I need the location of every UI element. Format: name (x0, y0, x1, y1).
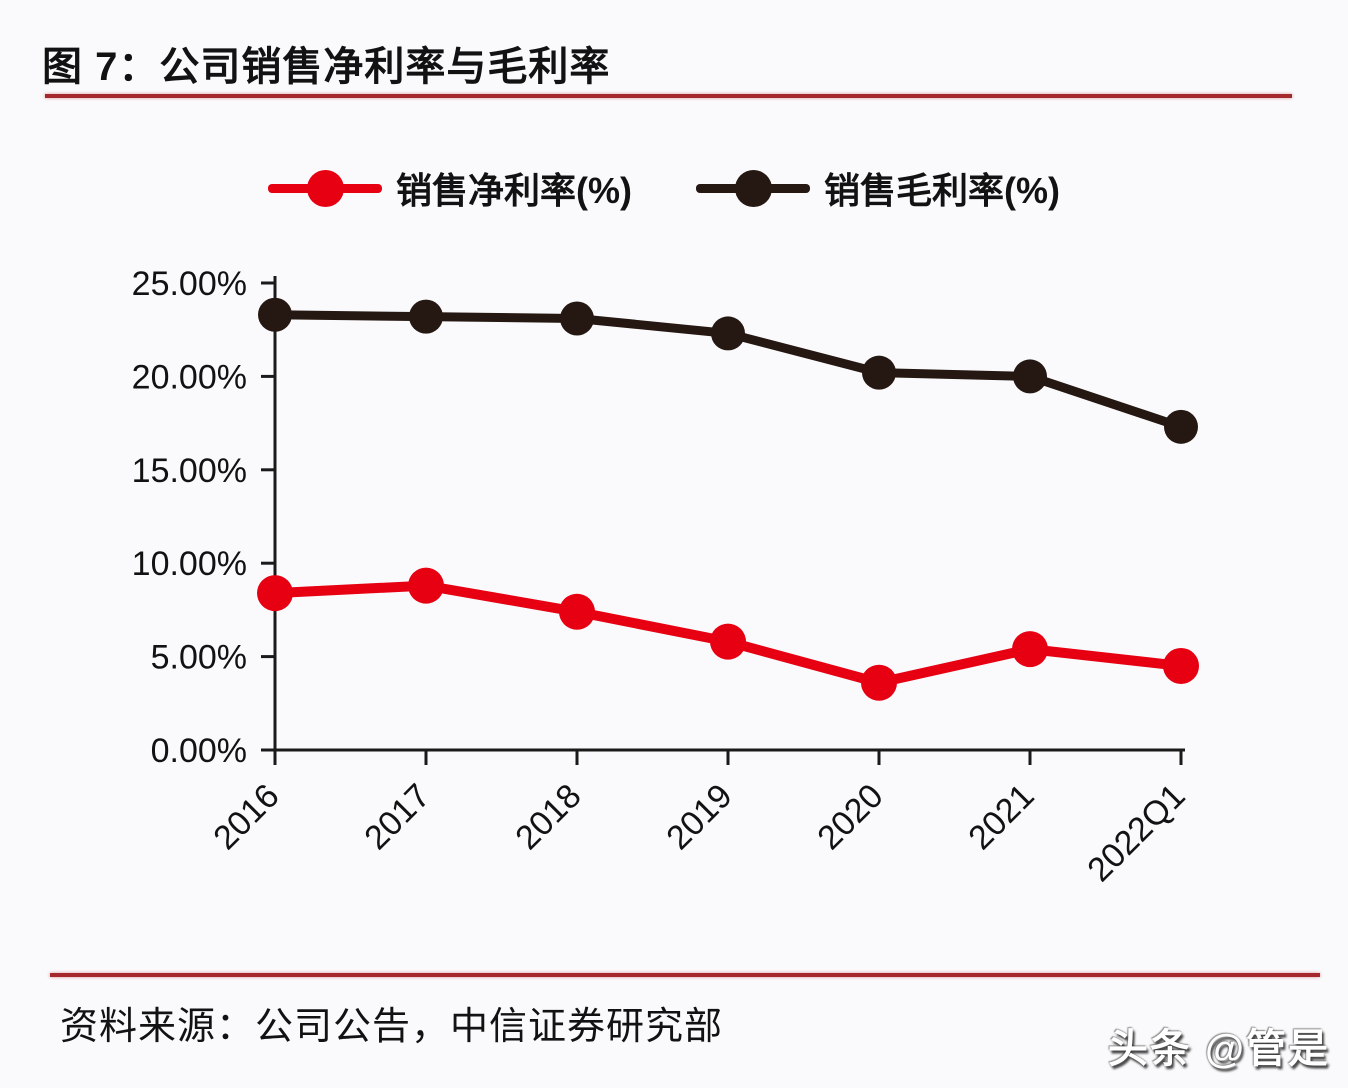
y-tick-label: 15.00% (132, 452, 247, 490)
watermark-text: 头条 @管是 (1107, 1027, 1330, 1071)
legend-item-gross-margin: 销售毛利率(%) (696, 162, 1060, 214)
gross-margin-point-2018 (560, 301, 594, 336)
net-margin-point-2019 (710, 623, 746, 660)
net-margin-point-2018 (559, 593, 595, 630)
legend-label-gross-margin: 销售毛利率(%) (824, 170, 1060, 211)
net-margin-point-2021 (1012, 631, 1048, 668)
net-margin-point-2020 (861, 664, 897, 701)
y-tick-label: 10.00% (132, 545, 247, 583)
gross-margin-point-2021 (1013, 359, 1047, 394)
source-attribution: 资料来源：公司公告，中信证券研究部 (60, 1006, 724, 1048)
y-tick-label: 25.00% (132, 265, 247, 303)
y-tick-label: 20.00% (132, 358, 247, 396)
y-tick-label: 0.00% (151, 732, 247, 770)
legend-dot-swatch (307, 170, 344, 207)
y-tick-label: 5.00% (151, 639, 247, 677)
x-tick-label: 2022Q1 (1080, 777, 1192, 889)
x-tick-label: 2017 (357, 777, 437, 857)
x-tick-label: 2019 (659, 777, 739, 857)
footer-divider-rule (50, 973, 1320, 977)
x-tick-label: 2016 (206, 777, 286, 857)
x-tick-label: 2021 (961, 777, 1041, 857)
figure-title: 图 7：公司销售净利率与毛利率 (42, 45, 611, 89)
net-margin-point-2017 (408, 567, 444, 604)
legend-dot-swatch (735, 170, 772, 207)
chart-legend: 销售净利率(%) 销售毛利率(%) (268, 162, 1060, 214)
x-tick-label: 2018 (508, 777, 588, 857)
legend-item-net-margin: 销售净利率(%) (268, 162, 632, 214)
net-margin-point-2016 (257, 575, 293, 612)
net-margin-legend-marker-icon (268, 169, 382, 207)
net-margin-point-2022Q1 (1163, 647, 1199, 684)
x-tick-label: 2020 (810, 777, 890, 857)
gross-margin-point-2020 (862, 355, 896, 390)
gross-margin-point-2022Q1 (1164, 409, 1198, 444)
title-divider-rule (45, 94, 1292, 98)
gross-margin-point-2016 (258, 297, 292, 332)
gross-margin-point-2017 (409, 299, 443, 334)
legend-label-net-margin: 销售净利率(%) (396, 170, 632, 211)
gross-margin-legend-marker-icon (696, 169, 810, 207)
gross-margin-point-2019 (711, 316, 745, 351)
